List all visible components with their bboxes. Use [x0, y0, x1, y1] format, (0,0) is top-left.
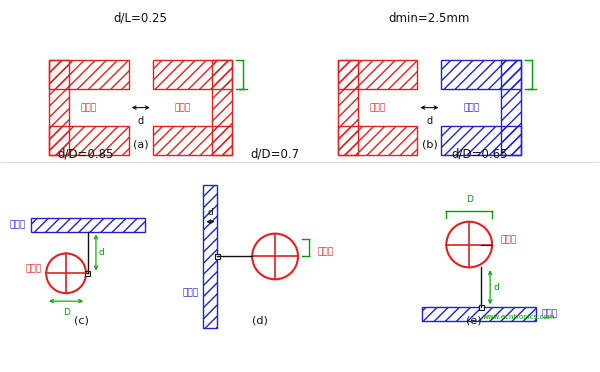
Bar: [49, 126, 129, 155]
Bar: [212, 60, 232, 155]
Bar: [501, 60, 521, 155]
Text: d: d: [99, 248, 104, 257]
Text: d/L=0.25: d/L=0.25: [114, 12, 167, 25]
Bar: [442, 60, 521, 89]
Text: dmin=2.5mm: dmin=2.5mm: [389, 12, 470, 25]
Bar: [31, 218, 145, 232]
Bar: [85, 271, 91, 276]
Text: 热表面: 热表面: [25, 264, 41, 273]
Bar: [338, 60, 358, 155]
Bar: [49, 60, 69, 155]
Bar: [203, 185, 217, 328]
Text: 冷表面: 冷表面: [182, 288, 199, 297]
Text: www.ecntronics.com: www.ecntronics.com: [483, 314, 555, 320]
Text: d/D=0.7: d/D=0.7: [251, 148, 299, 161]
Text: 热表面: 热表面: [81, 103, 97, 112]
Text: d: d: [493, 283, 499, 292]
Bar: [479, 305, 484, 310]
Bar: [49, 60, 129, 89]
Text: (a): (a): [133, 139, 149, 149]
Text: D: D: [62, 308, 70, 317]
Text: 冷表面: 冷表面: [541, 310, 557, 318]
Text: 热表面: 热表面: [175, 103, 191, 112]
Bar: [152, 60, 232, 89]
Text: 热表面: 热表面: [318, 247, 334, 256]
Text: (b): (b): [422, 139, 437, 149]
Text: d/D=0.85: d/D=0.85: [58, 148, 114, 161]
Text: 热表面: 热表面: [500, 235, 516, 244]
Text: 冷表面: 冷表面: [463, 103, 479, 112]
Text: d: d: [137, 116, 144, 125]
Text: (d): (d): [252, 316, 268, 326]
Bar: [442, 126, 521, 155]
Bar: [338, 126, 418, 155]
Text: 冷表面: 冷表面: [10, 220, 26, 229]
Text: (e): (e): [466, 316, 482, 326]
Bar: [338, 60, 418, 89]
Bar: [422, 307, 536, 321]
Bar: [215, 254, 220, 259]
Text: D: D: [466, 195, 473, 204]
Text: (c): (c): [74, 316, 88, 326]
Bar: [152, 126, 232, 155]
Text: d: d: [427, 116, 433, 125]
Text: 热表面: 热表面: [370, 103, 386, 112]
Text: d/D=0.65: d/D=0.65: [451, 148, 508, 161]
Text: d: d: [208, 208, 213, 217]
